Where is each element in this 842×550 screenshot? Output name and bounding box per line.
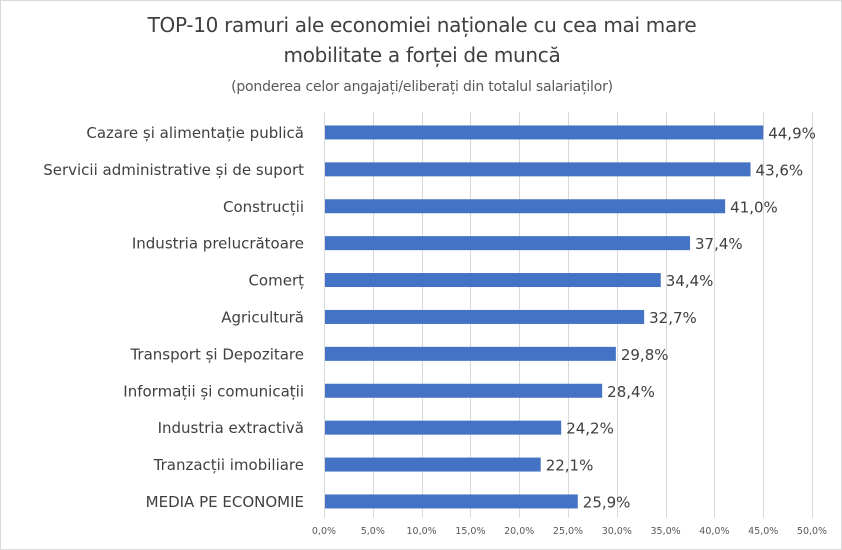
chart-subtitle: (ponderea celor angajați/eliberați din t… [231, 79, 613, 95]
category-label: Agricultură [221, 308, 304, 326]
x-tick-label: 35,0% [651, 526, 681, 537]
bar [325, 162, 751, 177]
category-label: Industria prelucrătoare [132, 235, 304, 253]
data-label: 44,9% [768, 124, 816, 142]
data-label: 28,4% [607, 383, 655, 401]
data-label: 41,0% [730, 198, 778, 216]
x-axis-tick-labels: 0,0% 5,0% 10,0% 15,0% 20,0% 25,0% 30,0% 35,0% 40… [312, 526, 827, 537]
bar [325, 457, 541, 472]
category-label: Transport și Depozitare [129, 345, 304, 363]
bar [325, 273, 661, 288]
x-tick-label: 20,0% [504, 526, 534, 537]
category-label: Informații și comunicații [123, 382, 304, 400]
data-label: 37,4% [695, 235, 743, 253]
data-labels: 44,9% 43,6% 41,0% 37,4% 34,4% 32,7% 29,8% 28,4%… [546, 124, 816, 511]
category-label: Servicii administrative și de suport [43, 161, 304, 179]
bar [325, 199, 726, 214]
x-tick-label: 15,0% [455, 526, 485, 537]
bar [325, 346, 616, 361]
data-label: 22,1% [546, 457, 594, 475]
chart-title-line-1: TOP-10 ramuri ale economiei naționale cu… [147, 13, 697, 37]
category-label: Industria extractivă [158, 419, 304, 437]
bar [325, 125, 764, 140]
bars [325, 125, 764, 509]
x-tick-label: 25,0% [553, 526, 583, 537]
x-tick-label: 0,0% [312, 526, 336, 537]
category-label: Tranzacții imobiliare [153, 456, 304, 474]
data-label: 24,2% [566, 420, 614, 438]
data-label: 29,8% [621, 346, 669, 364]
bar [325, 494, 578, 509]
x-tick-label: 45,0% [748, 526, 778, 537]
bar [325, 236, 691, 251]
category-label: MEDIA PE ECONOMIE [146, 493, 304, 511]
chart-title-line-2: mobilitate a forței de muncă [283, 43, 561, 67]
data-label: 32,7% [649, 309, 697, 327]
x-tick-label: 5,0% [361, 526, 385, 537]
data-label: 34,4% [666, 272, 714, 290]
x-tick-label: 50,0% [797, 526, 827, 537]
category-label: Comerț [248, 272, 304, 290]
bar [325, 309, 645, 324]
bar [325, 420, 562, 435]
data-label: 25,9% [583, 493, 631, 511]
x-tick-label: 10,0% [407, 526, 437, 537]
data-label: 43,6% [756, 161, 804, 179]
bar [325, 383, 603, 398]
category-label: Construcții [223, 198, 304, 216]
category-label: Cazare și alimentație publică [86, 124, 304, 142]
category-labels: Cazare și alimentație publică Servicii ad… [43, 124, 304, 511]
x-tick-label: 40,0% [699, 526, 729, 537]
x-tick-label: 30,0% [602, 526, 632, 537]
